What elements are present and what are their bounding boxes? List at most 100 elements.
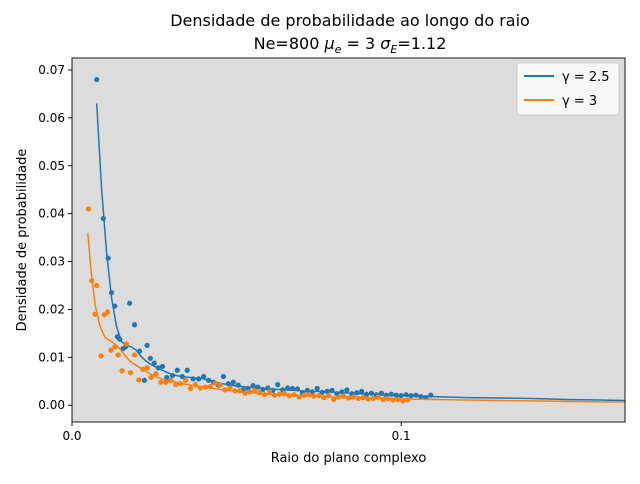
data-point [413,392,419,398]
data-point [92,311,98,317]
data-point [281,390,287,396]
subtitle-prefix: Ne=800 [254,34,325,53]
data-point [119,368,125,374]
data-point [105,255,111,261]
data-point [339,389,345,395]
data-point [247,389,253,395]
data-point [100,215,106,222]
legend: γ = 2.5 γ = 3 [516,62,620,116]
data-point [127,300,133,306]
data-point [131,352,138,358]
data-point [385,395,391,402]
data-point [428,392,434,398]
data-point [331,396,337,403]
data-point [311,393,317,399]
data-point [255,384,261,390]
data-point [104,309,111,315]
data-point [276,391,282,397]
data-point [232,388,238,394]
data-point [184,367,190,373]
data-point [285,385,291,391]
data-point [140,366,146,372]
data-point [364,391,370,397]
data-point [173,382,179,388]
data-point [275,382,281,388]
data-point [144,342,150,348]
y-tick-label: 0.02 [38,302,65,316]
data-point [261,392,268,398]
legend-label-gamma-2-5: γ = 2.5 [562,70,610,85]
data-point [304,387,310,393]
data-point [187,385,194,392]
x-tick-label: 0.0 [62,429,81,443]
data-point [368,390,375,396]
y-axis-label: Densidade de probabilidade [15,149,30,332]
data-point [400,398,406,404]
data-point [370,395,376,402]
subtitle-mu-value: = 3 [341,34,380,53]
series-layer [85,76,626,404]
legend-label-gamma-3: γ = 3 [562,94,597,109]
data-point [321,394,327,401]
data-point [360,394,366,401]
data-point [115,352,121,358]
data-point [222,387,228,393]
series-group [85,206,625,404]
data-point [217,382,223,388]
y-tick-label: 0.04 [38,207,65,221]
x-tick-label: 0.1 [392,429,411,443]
y-tick-label: 0.01 [38,350,65,364]
y-tick-label: 0.00 [38,398,65,412]
data-point [306,392,312,398]
data-point [390,397,396,403]
data-point [289,385,296,392]
chart-title: Densidade de probabilidade ao longo do r… [170,11,530,30]
data-point [286,393,292,399]
data-point [163,379,169,385]
data-point [108,347,114,353]
data-point [155,365,161,371]
data-point [393,392,399,398]
data-point [257,390,263,396]
data-point [98,353,104,359]
x-axis-label: Raio do plano complexo [271,451,427,466]
data-point [230,379,236,385]
data-point [296,394,302,400]
data-point [225,381,231,387]
data-point [260,386,266,393]
data-point [319,389,325,395]
y-tick-label: 0.03 [38,255,65,269]
data-point [117,336,123,342]
data-point [403,392,409,398]
data-point [212,380,218,386]
axes-frame [71,57,626,423]
data-point [174,367,180,373]
data-point [85,206,92,212]
data-point [153,371,159,377]
data-point [196,376,202,382]
data-point [345,395,352,401]
subtitle-sigma-sub: E [390,43,397,56]
data-point [94,76,100,83]
data-point [197,385,203,391]
data-point [112,344,118,350]
data-point [136,348,143,354]
data-point [192,382,199,388]
data-point [237,388,243,394]
data-point [359,388,365,394]
y-tick-label: 0.05 [38,159,65,173]
data-point [94,282,100,289]
data-point [350,394,357,400]
data-point [159,363,166,370]
subtitle-mu-symbol: μ [323,34,334,53]
data-point [220,373,227,380]
data-point [250,383,256,389]
chart-subtitle: Ne=800 μe = 3 σE=1.12 [254,34,447,56]
data-point [388,391,394,397]
data-point [136,377,142,383]
data-point [206,377,212,383]
data-point [418,394,424,400]
subtitle-sigma-value: =1.12 [397,34,446,53]
